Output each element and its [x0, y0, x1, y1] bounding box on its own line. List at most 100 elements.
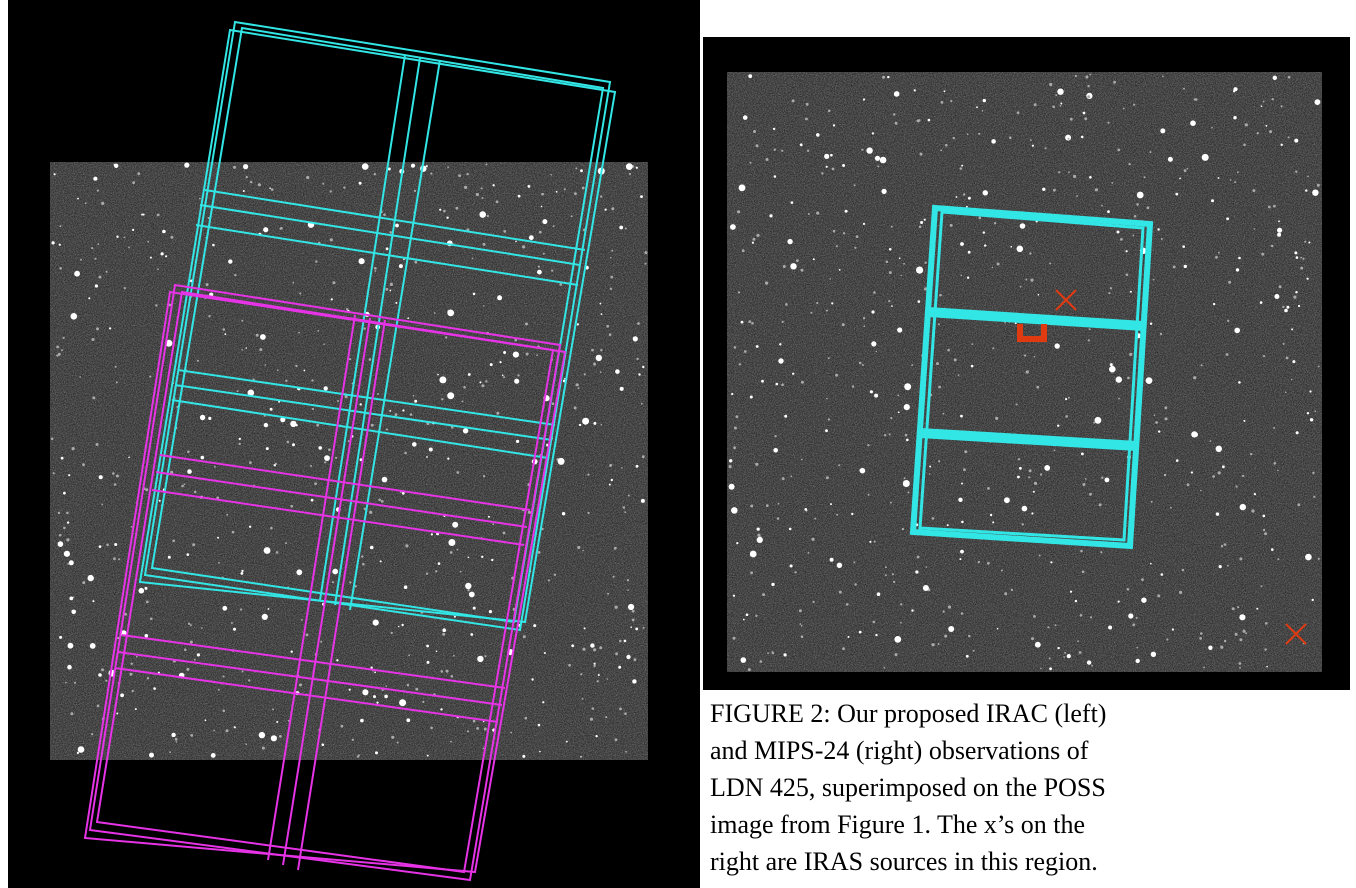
star [801, 459, 803, 461]
star [859, 362, 862, 365]
star [1238, 257, 1241, 260]
star [1296, 431, 1299, 434]
star [1239, 614, 1245, 620]
star [734, 427, 737, 430]
star [982, 110, 984, 112]
star [816, 133, 820, 137]
star [61, 457, 64, 460]
star [606, 325, 609, 328]
star [1218, 252, 1220, 254]
star [774, 435, 776, 437]
star [748, 320, 751, 323]
star [1278, 220, 1280, 222]
star [262, 614, 268, 620]
star [923, 585, 929, 591]
star [349, 689, 351, 691]
star [358, 754, 360, 756]
star [479, 381, 481, 383]
star [1129, 353, 1132, 356]
star [429, 448, 433, 452]
star [1083, 483, 1086, 486]
star [1239, 557, 1242, 560]
star [458, 174, 461, 177]
star [1233, 116, 1236, 119]
star [961, 165, 963, 167]
star [194, 659, 196, 661]
star [868, 494, 870, 496]
star [607, 593, 609, 595]
star [627, 589, 629, 591]
star [1305, 189, 1307, 191]
star [391, 632, 393, 634]
star [439, 376, 446, 383]
star [1087, 660, 1091, 664]
star [1190, 120, 1196, 126]
star [525, 323, 528, 326]
star [385, 685, 387, 687]
star [939, 294, 942, 297]
star [310, 465, 312, 467]
star [928, 119, 931, 122]
star [1318, 366, 1320, 368]
star [280, 227, 283, 230]
star [1165, 406, 1168, 409]
star [968, 197, 971, 200]
star [556, 191, 558, 193]
star [1100, 551, 1102, 553]
star [63, 337, 65, 339]
star [885, 574, 887, 576]
star [1263, 529, 1265, 531]
star [1264, 648, 1266, 650]
star [59, 534, 62, 537]
star [149, 753, 154, 758]
star [835, 374, 838, 377]
star [958, 374, 960, 376]
star [729, 484, 735, 490]
star [441, 398, 443, 400]
star [623, 506, 626, 509]
star [1026, 370, 1029, 373]
star [753, 238, 756, 241]
star [1057, 89, 1063, 95]
star [407, 684, 410, 687]
star [1060, 105, 1062, 107]
star [155, 304, 157, 306]
star [1307, 412, 1309, 414]
star [1095, 188, 1098, 191]
star [851, 513, 853, 515]
star [94, 258, 96, 260]
star [748, 668, 751, 671]
star [983, 99, 986, 102]
star [971, 365, 974, 368]
star [757, 534, 760, 537]
star [918, 300, 921, 303]
star [395, 413, 398, 416]
star [944, 635, 947, 638]
star [645, 263, 647, 265]
star [1277, 470, 1279, 472]
star [114, 543, 117, 546]
star [830, 154, 833, 157]
star [386, 428, 388, 430]
star [226, 514, 228, 516]
star [290, 505, 293, 508]
star [1277, 233, 1281, 237]
star [761, 380, 764, 383]
page: FIGURE 2: Our proposed IRAC (left) and M… [0, 0, 1356, 888]
star [1307, 278, 1309, 280]
star [1132, 235, 1134, 237]
star [74, 271, 80, 277]
star [1090, 616, 1092, 618]
star [431, 533, 433, 535]
star [270, 408, 273, 411]
star [1077, 640, 1079, 642]
star [1182, 569, 1185, 572]
star [1081, 136, 1084, 139]
star [187, 469, 192, 474]
star [436, 651, 438, 653]
star [938, 386, 941, 389]
star [956, 196, 958, 198]
star [1216, 512, 1219, 515]
star [1263, 101, 1265, 103]
star [97, 705, 100, 708]
